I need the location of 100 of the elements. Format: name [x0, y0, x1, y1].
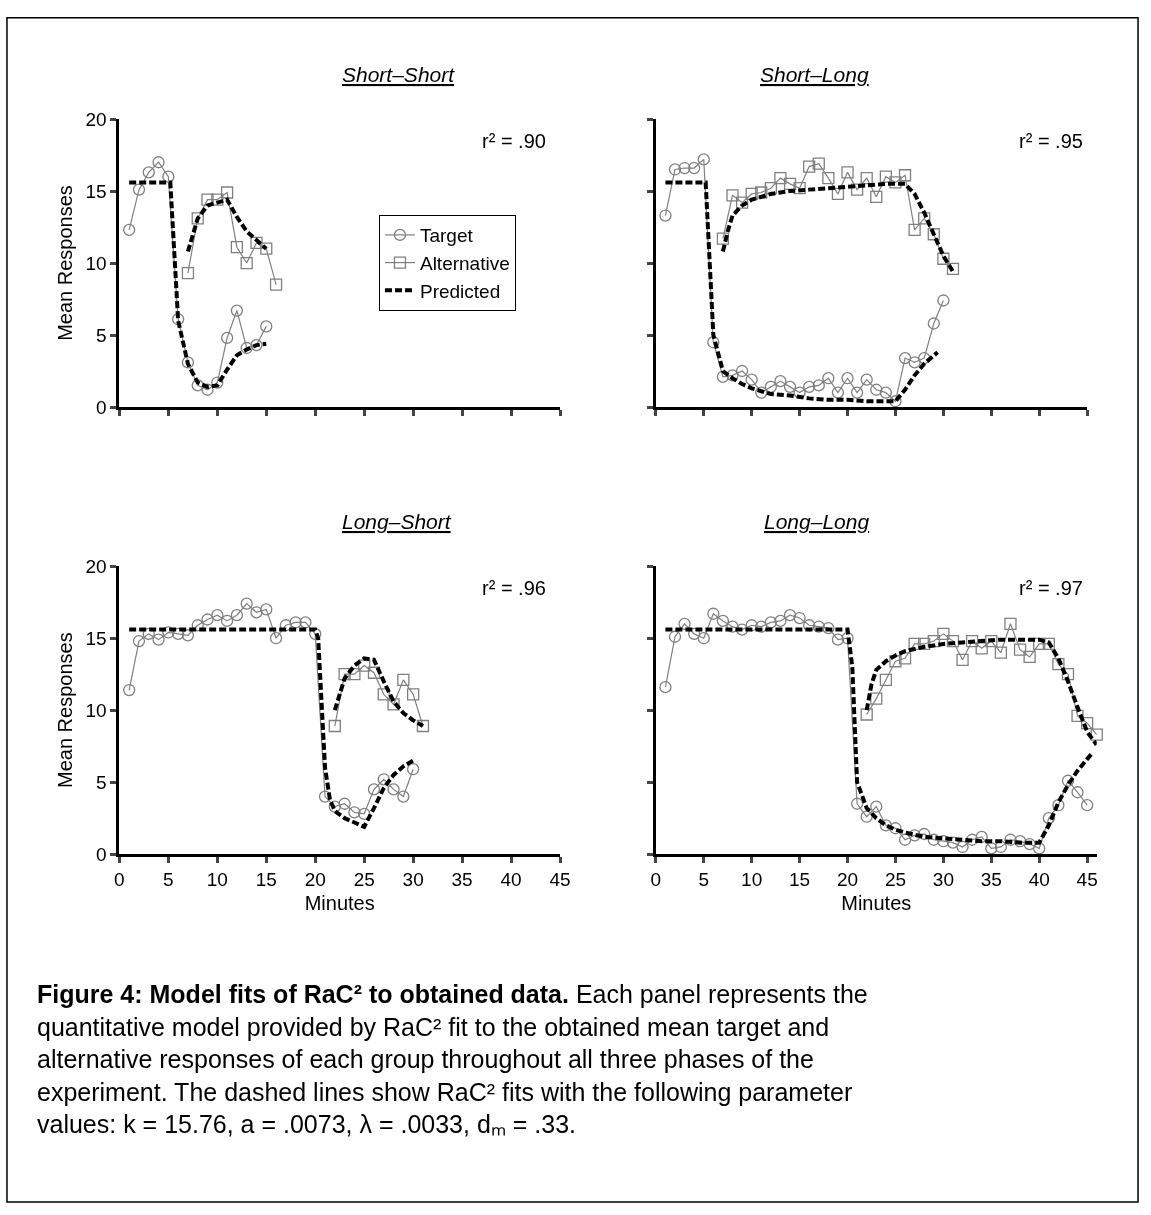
point — [377, 688, 390, 701]
x-tick-label: 45 — [549, 868, 571, 890]
chart-title: Long–Long — [764, 510, 870, 533]
point — [397, 790, 410, 803]
legend-label: Alternative — [419, 253, 510, 275]
point — [927, 317, 940, 330]
point — [260, 603, 273, 616]
annotation: r² = .90 — [482, 130, 546, 152]
point — [230, 304, 244, 317]
x-tick-label: 35 — [980, 868, 1002, 890]
point — [240, 256, 253, 270]
point — [850, 797, 864, 810]
point — [870, 692, 883, 705]
x-tick-label: 10 — [206, 868, 228, 890]
point — [338, 797, 351, 810]
point — [230, 241, 244, 254]
point — [132, 183, 146, 196]
point — [946, 634, 960, 648]
point — [191, 212, 204, 225]
point — [822, 621, 835, 635]
point — [908, 223, 921, 237]
point — [181, 266, 195, 280]
point — [1023, 650, 1036, 664]
point — [407, 763, 420, 776]
point — [879, 170, 893, 183]
point — [716, 232, 730, 245]
y-tick-label: 5 — [96, 324, 107, 346]
point — [201, 193, 214, 206]
point — [1061, 774, 1075, 787]
legend-label: Target — [419, 225, 474, 247]
point — [240, 341, 253, 355]
x-tick-label: 30 — [402, 868, 424, 890]
chart-title: Short–Short — [342, 63, 456, 86]
point — [240, 597, 253, 610]
point — [898, 652, 912, 665]
x-tick-label: 40 — [500, 868, 522, 890]
point — [783, 380, 797, 394]
point — [726, 189, 739, 202]
y-tick-label: 5 — [96, 771, 107, 793]
point — [965, 634, 979, 648]
point — [1042, 637, 1055, 651]
point — [250, 606, 263, 619]
point — [870, 190, 883, 203]
point — [937, 252, 950, 265]
point — [956, 653, 969, 666]
point — [220, 186, 234, 199]
x-axis-title: Minutes — [304, 892, 375, 915]
x-tick-label: 15 — [789, 868, 811, 890]
point — [707, 607, 720, 620]
point — [937, 294, 950, 307]
point — [697, 153, 710, 166]
point — [416, 719, 430, 733]
point — [850, 386, 864, 399]
point — [860, 373, 873, 386]
point — [211, 193, 224, 206]
point — [250, 236, 263, 250]
x-axis-title: Minutes — [841, 892, 912, 915]
point — [889, 655, 902, 668]
legend-label: Predicted — [419, 280, 501, 302]
point — [407, 688, 420, 701]
point — [841, 166, 854, 179]
x-tick-label: 35 — [451, 868, 473, 890]
point — [678, 161, 691, 175]
x-tick-label: 10 — [741, 868, 763, 890]
point — [132, 634, 146, 648]
annotation: r² = .96 — [482, 577, 546, 599]
point — [123, 683, 136, 697]
x-tick-label: 40 — [1028, 868, 1050, 890]
point — [898, 351, 912, 365]
point — [348, 668, 361, 681]
y-tick-label: 0 — [96, 396, 107, 418]
point — [803, 160, 816, 173]
point — [338, 668, 351, 681]
chart-title: Short–Long — [760, 63, 869, 86]
x-tick-label: 25 — [353, 868, 375, 890]
point — [870, 800, 883, 813]
point — [220, 331, 234, 345]
y-tick-label: 10 — [85, 252, 107, 274]
point — [269, 632, 283, 645]
point — [755, 186, 768, 199]
x-tick-label: 0 — [114, 868, 125, 890]
point — [348, 806, 361, 819]
point — [1090, 728, 1103, 741]
point — [1061, 668, 1075, 681]
point — [142, 166, 155, 179]
point — [1052, 657, 1065, 671]
point — [735, 364, 749, 378]
point — [328, 719, 341, 733]
point — [860, 171, 873, 185]
point — [735, 196, 749, 209]
point — [994, 646, 1008, 659]
y-tick-label: 20 — [85, 108, 107, 130]
point — [230, 609, 244, 622]
point — [716, 614, 730, 628]
point — [937, 627, 950, 641]
point — [152, 633, 165, 646]
annotation: r² = .97 — [1019, 577, 1083, 599]
point — [831, 187, 845, 201]
point — [898, 169, 912, 182]
point — [1081, 799, 1094, 812]
